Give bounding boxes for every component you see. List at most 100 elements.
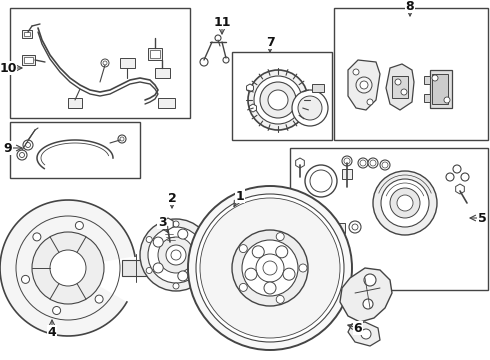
Polygon shape [246, 84, 253, 92]
Circle shape [361, 329, 371, 339]
Circle shape [444, 97, 450, 103]
Circle shape [223, 57, 229, 63]
Text: 3: 3 [158, 216, 166, 229]
Polygon shape [340, 268, 392, 322]
Circle shape [353, 69, 359, 75]
Circle shape [401, 89, 407, 95]
Circle shape [360, 160, 366, 166]
Circle shape [432, 75, 438, 81]
Circle shape [215, 35, 221, 41]
Circle shape [395, 79, 401, 85]
Circle shape [148, 227, 204, 283]
Text: 7: 7 [266, 36, 274, 49]
Circle shape [397, 195, 413, 211]
Circle shape [33, 233, 41, 241]
Circle shape [153, 237, 163, 247]
Circle shape [200, 267, 206, 274]
Circle shape [299, 264, 307, 272]
Text: 1: 1 [236, 189, 245, 202]
Circle shape [196, 194, 344, 342]
Circle shape [103, 61, 107, 65]
Circle shape [283, 268, 295, 280]
Circle shape [358, 158, 368, 168]
Circle shape [368, 158, 378, 168]
Circle shape [75, 221, 83, 229]
Circle shape [50, 250, 86, 286]
Text: 2: 2 [168, 192, 176, 204]
Circle shape [158, 237, 194, 273]
Circle shape [193, 250, 203, 260]
Bar [305, 207, 319, 217]
Circle shape [356, 77, 372, 93]
Bar [122, 260, 146, 276]
Bar [334, 8, 488, 140]
Circle shape [252, 246, 264, 258]
Polygon shape [386, 64, 414, 110]
Bar [10, 122, 140, 178]
Bar [312, 84, 324, 92]
Circle shape [178, 271, 188, 281]
Bar [424, 76, 430, 84]
Bar [148, 48, 162, 60]
Circle shape [20, 153, 25, 158]
Bar [24, 32, 30, 36]
Bar [290, 148, 488, 290]
Text: 6: 6 [354, 321, 362, 334]
Polygon shape [249, 104, 256, 112]
Circle shape [461, 173, 469, 181]
Bar [68, 98, 82, 108]
Circle shape [367, 99, 373, 105]
Circle shape [446, 173, 454, 181]
Circle shape [171, 250, 181, 260]
Circle shape [140, 219, 212, 291]
Circle shape [23, 140, 33, 150]
Circle shape [298, 96, 322, 120]
Bar [155, 68, 170, 78]
Circle shape [309, 223, 317, 231]
Circle shape [382, 162, 388, 168]
Circle shape [363, 299, 373, 309]
Circle shape [245, 268, 257, 280]
Circle shape [268, 90, 288, 110]
Circle shape [352, 224, 358, 230]
Circle shape [310, 170, 332, 192]
Text: 10: 10 [0, 62, 17, 75]
Circle shape [264, 282, 276, 294]
Circle shape [22, 275, 29, 283]
Polygon shape [0, 200, 135, 336]
Circle shape [381, 179, 429, 227]
Circle shape [292, 90, 328, 126]
Circle shape [173, 283, 179, 289]
Circle shape [276, 233, 284, 240]
Circle shape [25, 143, 30, 148]
Circle shape [344, 158, 350, 164]
Circle shape [248, 70, 308, 130]
Circle shape [32, 232, 104, 304]
Circle shape [305, 165, 337, 197]
Circle shape [380, 160, 390, 170]
Circle shape [370, 160, 376, 166]
Bar [120, 58, 135, 68]
Polygon shape [456, 184, 465, 194]
Circle shape [342, 156, 352, 166]
Circle shape [242, 240, 298, 296]
Polygon shape [163, 218, 173, 230]
Circle shape [256, 254, 284, 282]
Circle shape [52, 306, 61, 315]
Bar [24, 57, 33, 63]
Polygon shape [295, 158, 304, 168]
Circle shape [260, 82, 296, 118]
Circle shape [306, 220, 320, 234]
Text: 4: 4 [48, 325, 56, 338]
Circle shape [453, 165, 461, 173]
Circle shape [17, 150, 27, 160]
Bar [327, 223, 345, 233]
Circle shape [173, 221, 179, 227]
Circle shape [118, 135, 126, 143]
Bar [232, 52, 332, 140]
Bar [342, 169, 352, 179]
Circle shape [95, 295, 103, 303]
Bar [150, 50, 160, 58]
Circle shape [146, 237, 152, 243]
Circle shape [166, 245, 186, 265]
